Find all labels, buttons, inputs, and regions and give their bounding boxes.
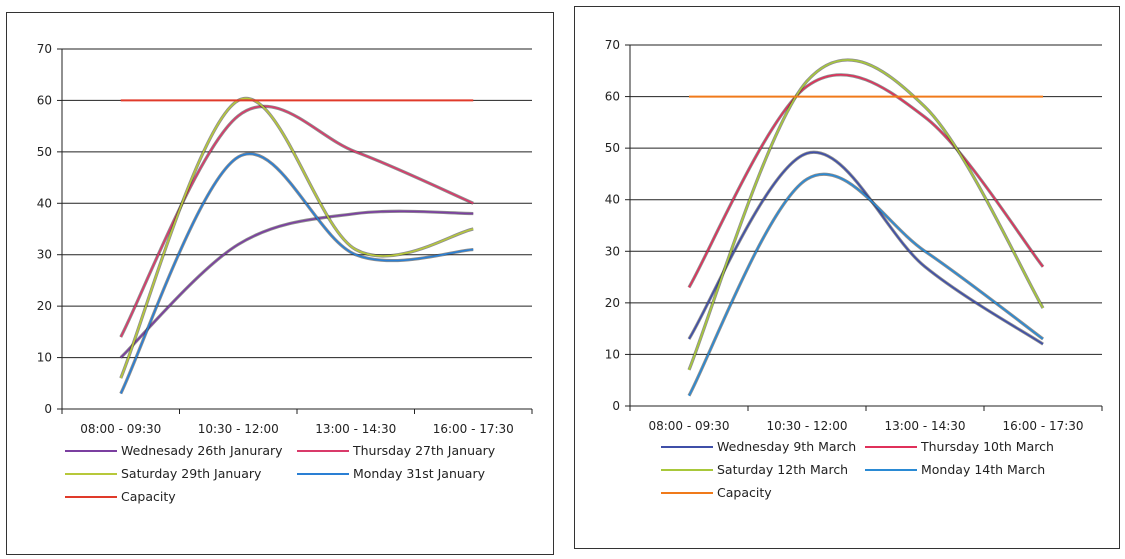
- left-ytick-label: 0: [44, 402, 52, 416]
- left-xtick-label: 13:00 - 14:30: [315, 422, 396, 436]
- legend-label: Wednesady 26th Janurary: [121, 443, 283, 458]
- legend-item: Wednesady 26th Janurary: [65, 443, 283, 458]
- right-series-line-wednesday-9th-march: [688, 151, 1044, 345]
- legend-item: Capacity: [65, 489, 176, 504]
- right-ytick-label: 20: [605, 296, 620, 310]
- legend-swatch: [661, 445, 713, 448]
- left-ytick-label: 70: [37, 42, 52, 56]
- legend-swatch: [297, 449, 349, 452]
- right-xtick-label: 08:00 - 09:30: [648, 419, 729, 433]
- legend-item: Monday 31st January: [297, 466, 485, 481]
- right-gridlines: [630, 44, 1102, 355]
- legend-item: Saturday 12th March: [661, 462, 848, 477]
- right-ytick-label: 40: [605, 193, 620, 207]
- left-ytick-label: 60: [37, 93, 52, 107]
- legend-item: Capacity: [661, 485, 772, 500]
- left-ytick-label: 30: [37, 248, 52, 262]
- legend-label: Monday 14th March: [921, 462, 1046, 477]
- legend-item: Saturday 29th January: [65, 466, 261, 481]
- left-series-2-shadow: [119, 96, 474, 379]
- legend-item: Monday 14th March: [865, 462, 1045, 477]
- right-ytick-label: 0: [612, 399, 620, 413]
- legend-label: Thursday 27th January: [353, 443, 496, 458]
- legend-swatch: [661, 468, 713, 471]
- right-xtick-label: 13:00 - 14:30: [884, 419, 965, 433]
- legend-label: Saturday 29th January: [121, 466, 262, 481]
- left-ytick-label: 10: [37, 351, 52, 365]
- right-series-line-saturday-12th-march: [688, 59, 1044, 371]
- chart-panel-right: 0 10 20 30 40 50 60 70 08:00 - 09:30 10:30 - 12:0…: [574, 6, 1120, 549]
- chart-right-svg: 0 10 20 30 40 50 60 70 08:00 - 09:30 10:30 - 12:0…: [605, 38, 1103, 433]
- right-series-2-shadow: [687, 58, 1045, 371]
- legend-swatch: [65, 495, 117, 498]
- chart-left-svg: 0 10 20 30 40 50 60 70 08:00 - 09:30 10:30 - 12:0…: [37, 42, 533, 436]
- legend-label: Monday 31st January: [353, 466, 486, 481]
- left-xtick-label: 16:00 - 17:30: [433, 422, 514, 436]
- legend-item: Wednesday 9th March: [661, 439, 856, 454]
- right-series-line-monday-14th-march: [688, 173, 1044, 397]
- left-ytick-label: 40: [37, 196, 52, 210]
- legend-label: Capacity: [121, 489, 176, 504]
- chart-panel-left: 0 10 20 30 40 50 60 70 08:00 - 09:30 10:30 - 12:0…: [6, 12, 554, 555]
- right-xtick-label: 10:30 - 12:00: [766, 419, 847, 433]
- right-ytick-label: 60: [605, 90, 620, 104]
- left-xtick-label: 10:30 - 12:00: [198, 422, 279, 436]
- left-xtick-label: 08:00 - 09:30: [80, 422, 161, 436]
- legend-swatch: [865, 445, 917, 448]
- legend-swatch: [65, 449, 117, 452]
- legend-label: Wednesday 9th March: [717, 439, 857, 454]
- left-series-line-thursday-27th-january: [120, 105, 474, 338]
- legend-label: Saturday 12th March: [717, 462, 849, 477]
- left-series-line-wednesady-26th-janurary: [120, 210, 474, 359]
- left-ytick-label: 20: [37, 299, 52, 313]
- legend-swatch: [297, 472, 349, 475]
- left-series-line-monday-31st-january: [120, 153, 474, 394]
- right-xtick-label: 16:00 - 17:30: [1002, 419, 1083, 433]
- left-ytick-label: 50: [37, 145, 52, 159]
- legend-swatch: [661, 491, 713, 494]
- legend-label: Capacity: [717, 485, 772, 500]
- right-series-line-thursday-10th-march: [688, 73, 1044, 288]
- right-ytick-label: 10: [605, 347, 620, 361]
- left-series-line-saturday-29th-january: [120, 97, 474, 379]
- left-series-0-shadow: [119, 209, 474, 359]
- right-ytick-label: 50: [605, 141, 620, 155]
- legend-swatch: [865, 468, 917, 471]
- right-ytick-label: 70: [605, 38, 620, 52]
- legend-item: Thursday 27th January: [297, 443, 495, 458]
- legend-label: Thursday 10th March: [921, 439, 1054, 454]
- legend-item: Thursday 10th March: [865, 439, 1054, 454]
- right-ytick-label: 30: [605, 244, 620, 258]
- legend-swatch: [65, 472, 117, 475]
